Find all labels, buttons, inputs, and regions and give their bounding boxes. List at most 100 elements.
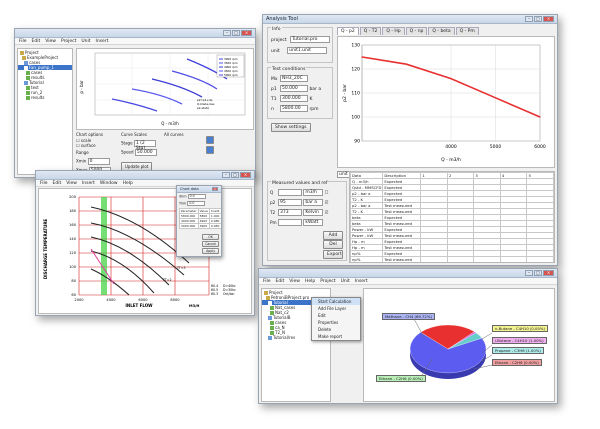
menu-edit[interactable]: Edit bbox=[31, 38, 41, 44]
tree-item[interactable]: Tutorial/res bbox=[262, 335, 330, 340]
menu-file[interactable]: File bbox=[19, 38, 27, 44]
table-row[interactable]: 5800.000 5800 1.000 bbox=[179, 213, 221, 219]
n-input[interactable]: 5800.00 bbox=[280, 105, 308, 112]
menu-item-start-calculation[interactable]: Start Calculation bbox=[312, 298, 360, 305]
menu-item-properties[interactable]: Properties bbox=[318, 320, 339, 325]
q-unit-select[interactable]: m3/h bbox=[303, 189, 324, 196]
t2-input[interactable]: 373 bbox=[278, 209, 302, 216]
maximize-icon[interactable]: □ bbox=[231, 172, 239, 178]
table-row[interactable]: np% Expected bbox=[350, 250, 554, 257]
minimize-icon[interactable]: – bbox=[222, 172, 230, 178]
tab-q-pm[interactable]: Q - Pm bbox=[455, 27, 479, 35]
xlim-input[interactable]: 0.0 bbox=[187, 194, 206, 199]
stage-input[interactable]: 1 (2 Stg) bbox=[133, 140, 156, 151]
maximize-icon[interactable]: □ bbox=[534, 270, 542, 276]
tree-item[interactable]: ca_N bbox=[262, 325, 330, 330]
pm-input[interactable] bbox=[278, 219, 302, 226]
tab-q-t2[interactable]: Q - T2 bbox=[359, 27, 382, 35]
show-settings-button[interactable]: Show settings bbox=[271, 123, 311, 132]
menu-project[interactable]: Project bbox=[60, 38, 77, 44]
menu-edit[interactable]: Edit bbox=[52, 180, 62, 186]
fan-curve-titlebar[interactable]: – □ × bbox=[15, 29, 255, 38]
menu-view[interactable]: View bbox=[289, 278, 300, 284]
tree-item[interactable]: Project bbox=[262, 290, 330, 295]
checkbox-checked[interactable]: ☑ bbox=[324, 199, 329, 205]
xmin-input[interactable]: 0 bbox=[87, 158, 110, 165]
menu-item-delete[interactable]: Delete bbox=[318, 327, 332, 332]
menu-unit[interactable]: Unit bbox=[81, 38, 91, 44]
nav-up-icon[interactable] bbox=[206, 136, 214, 144]
tree-item[interactable]: cases bbox=[18, 60, 72, 65]
unit-field[interactable]: unit1.unit bbox=[287, 47, 328, 54]
tree-item[interactable]: results bbox=[18, 95, 72, 100]
tree-item-selected[interactable]: Fan_pump_1 bbox=[18, 65, 72, 70]
speed-input[interactable]: 50.000 bbox=[134, 149, 157, 156]
tree-item[interactable]: Nat_c2 bbox=[262, 310, 330, 315]
tree-item[interactable]: Nat_cases bbox=[262, 305, 330, 310]
tree-item[interactable]: ExampleProject bbox=[18, 55, 72, 60]
menu-view[interactable]: View bbox=[66, 180, 77, 186]
minimize-icon[interactable]: – bbox=[525, 270, 533, 276]
analysis-tool-titlebar[interactable]: Analysis Tool – □ × bbox=[263, 15, 557, 24]
checkbox[interactable]: ☐ bbox=[324, 189, 329, 195]
close-icon[interactable]: × bbox=[240, 172, 251, 178]
tab-q-hp[interactable]: Q - Hp bbox=[382, 27, 405, 35]
close-icon[interactable]: × bbox=[543, 16, 554, 22]
table-row[interactable]: beta Expected bbox=[350, 214, 554, 221]
q-input[interactable] bbox=[278, 189, 302, 196]
tab-q-np[interactable]: Q - np bbox=[405, 27, 428, 35]
surface-check[interactable]: ☐ surface bbox=[76, 143, 96, 148]
cancel-button[interactable]: Cancel bbox=[202, 241, 219, 247]
checkbox-checked[interactable]: ☑ bbox=[324, 209, 329, 215]
add-button[interactable]: Add bbox=[323, 231, 343, 240]
tab-q-beta[interactable]: Q - beta bbox=[428, 27, 455, 35]
minimize-icon[interactable]: – bbox=[525, 16, 533, 22]
mx-input[interactable]: NH3_20C bbox=[280, 75, 308, 82]
menu-window[interactable]: Window bbox=[99, 180, 118, 186]
tab-q-p2[interactable]: Q - p2 bbox=[337, 27, 359, 35]
project-field[interactable]: Tutorial.pro bbox=[290, 36, 331, 43]
chart-data-dialog-titlebar[interactable]: Chart data × bbox=[177, 186, 221, 193]
tree-item[interactable]: results bbox=[18, 75, 72, 80]
table-row[interactable]: np% Test measured bbox=[350, 256, 554, 262]
tree-item[interactable]: T2_N bbox=[262, 330, 330, 335]
apply-button[interactable]: Apply bbox=[202, 248, 219, 254]
menu-insert[interactable]: Insert bbox=[81, 180, 95, 186]
menu-edit[interactable]: Edit bbox=[275, 278, 285, 284]
menu-insert[interactable]: Insert bbox=[95, 38, 109, 44]
menu-unit[interactable]: Unit bbox=[340, 278, 350, 284]
close-icon[interactable]: × bbox=[212, 187, 218, 191]
table-row[interactable]: 3900.000 3900 0.950 bbox=[179, 223, 221, 229]
tree-item-selected[interactable]: Tutorial bbox=[262, 300, 330, 305]
menu-insert[interactable]: Insert bbox=[354, 278, 368, 284]
tree-item[interactable]: run_2 bbox=[18, 90, 72, 95]
pm-unit-select[interactable]: kWatt bbox=[303, 219, 324, 226]
scale-check[interactable]: ☐ scale bbox=[76, 138, 92, 143]
menu-help[interactable]: Help bbox=[122, 180, 133, 186]
export-button[interactable]: Export bbox=[323, 250, 343, 259]
minimize-icon[interactable]: – bbox=[223, 30, 231, 36]
p2-input[interactable]: 95 bbox=[278, 199, 302, 206]
menu-project[interactable]: Project bbox=[320, 278, 336, 284]
menu-help[interactable]: Help bbox=[304, 278, 316, 284]
menu-item-add-file-layer[interactable]: Add File Layer bbox=[318, 306, 347, 311]
ok-button[interactable]: OK bbox=[202, 234, 219, 240]
table-row[interactable]: Power - kW Expected bbox=[350, 226, 554, 233]
menu-file[interactable]: File bbox=[263, 278, 271, 284]
table-row[interactable]: beta Test measured bbox=[350, 220, 554, 227]
discharge-temp-titlebar[interactable]: – □ × bbox=[36, 171, 254, 180]
composition-titlebar[interactable]: – □ × bbox=[259, 269, 557, 278]
menu-item-edit[interactable]: Edit bbox=[318, 313, 326, 318]
tree-item[interactable]: cases bbox=[262, 320, 330, 325]
close-icon[interactable]: × bbox=[241, 30, 252, 36]
tree-item[interactable]: test bbox=[18, 85, 72, 90]
nav-down-icon[interactable] bbox=[206, 146, 214, 154]
tree-item[interactable]: PetroniBProject.pro bbox=[262, 295, 330, 300]
tree-item[interactable]: cases bbox=[18, 70, 72, 75]
t2-unit-select[interactable]: Kelvin bbox=[303, 209, 324, 216]
menu-view[interactable]: View bbox=[45, 38, 56, 44]
menu-file[interactable]: File bbox=[40, 180, 48, 186]
tree-item[interactable]: TutorialB bbox=[262, 315, 330, 320]
t1-input[interactable]: 300.000 bbox=[280, 95, 308, 102]
maximize-icon[interactable]: □ bbox=[534, 16, 542, 22]
